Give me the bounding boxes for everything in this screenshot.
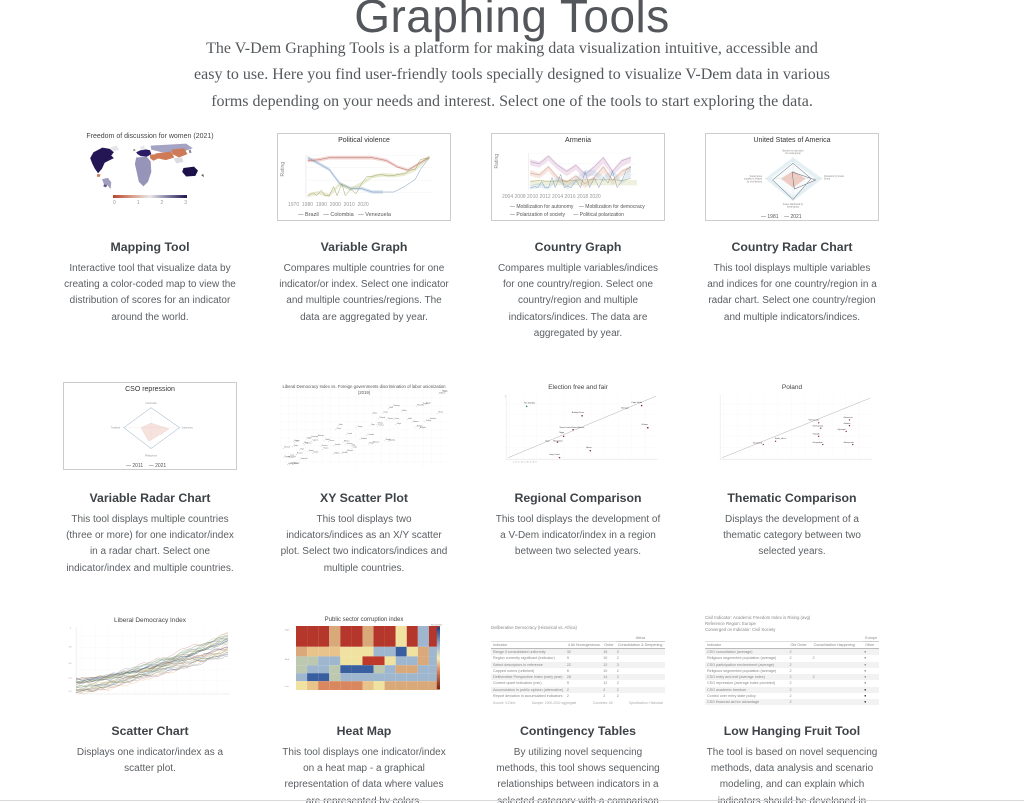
svg-text:Belize: Belize — [294, 463, 299, 465]
svg-text:Zambia: Zambia — [361, 438, 367, 440]
svg-text:The Gambia: The Gambia — [524, 402, 536, 404]
svg-text:Togo: Togo — [371, 424, 375, 426]
svg-text:0.2: 0.2 — [69, 691, 73, 693]
svg-text:Samoa2: Samoa2 — [301, 458, 308, 460]
svg-text:N Countries: N Countries — [431, 624, 442, 627]
svg-text:Power distributed by: Power distributed by — [783, 203, 804, 206]
svg-text:•Dardos: •Dardos — [843, 423, 850, 425]
svg-text:Guinea: Guinea — [347, 443, 353, 445]
svg-text:Oman: Oman — [394, 418, 399, 420]
svg-text:Nauru: Nauru — [324, 448, 329, 450]
svg-text:Libya: Libya — [397, 423, 401, 425]
svg-text:Cyprus: Cyprus — [313, 439, 319, 441]
svg-text:Bahrain: Bahrain — [318, 435, 324, 437]
svg-text:Thailand: Thailand — [111, 427, 121, 430]
svg-text:.1 .15 .2 .25 .3 .35: .1 .15 .2 .25 .3 .35 .4 .45 .5 — [512, 462, 537, 464]
svg-text:0.4: 0.4 — [69, 677, 73, 679]
svg-text:Uganda: Uganda — [389, 440, 395, 442]
svg-text:Monaco: Monaco — [373, 441, 379, 443]
svg-text:Norway: Norway — [394, 405, 400, 407]
svg-text:Poland: Poland — [379, 417, 385, 419]
svg-text:Kosovo: Kosovo — [439, 392, 445, 394]
svg-text:0.8: 0.8 — [69, 647, 73, 649]
svg-text:Mexico: Mexico — [344, 440, 350, 442]
svg-text:Guyana: Guyana — [305, 443, 311, 445]
svg-text:Brunei: Brunei — [297, 453, 303, 455]
svg-text:Gabon: Gabon — [334, 453, 339, 455]
svg-text:India: India — [408, 418, 412, 420]
svg-text:Serbia: Serbia — [342, 452, 347, 454]
svg-text:•Democracy: •Democracy — [813, 425, 824, 427]
svg-text:for social group: for social group — [785, 152, 801, 155]
svg-text:Benin: Benin — [586, 447, 591, 449]
svg-text:Ostracism by Social: Ostracism by Social — [824, 175, 844, 178]
svg-text:Japan: Japan — [309, 450, 314, 452]
svg-text:Group: Group — [824, 178, 831, 181]
svg-text:Med: Med — [285, 659, 290, 661]
svg-text:Swaziland: Swaziland — [753, 442, 762, 444]
svg-text:social group: social group — [787, 206, 800, 209]
svg-text:Brazil: Brazil — [438, 412, 443, 414]
svg-text:Cuba2: Cuba2 — [325, 439, 330, 441]
svg-text:Cambodia: Cambodia — [145, 402, 157, 405]
svg-text:Niger: Niger — [560, 432, 565, 434]
svg-text:Chad: Chad — [337, 428, 341, 430]
svg-text:1: 1 — [70, 628, 72, 630]
svg-text:equality in respect: equality in respect — [744, 178, 763, 181]
svg-text:Barriers to voter joint: Barriers to voter joint — [783, 149, 804, 152]
svg-text:Fiji2: Fiji2 — [300, 448, 303, 450]
svg-text:Rwanda: Rwanda — [417, 405, 424, 407]
svg-text:Iraq2: Iraq2 — [384, 412, 388, 414]
svg-text:Low: Low — [285, 686, 289, 688]
svg-text:Senegal: Senegal — [621, 407, 629, 409]
svg-text:Ghana: Ghana — [642, 424, 649, 426]
svg-text:Samoa: Samoa — [413, 421, 419, 423]
svg-text:Laos2: Laos2 — [288, 463, 293, 465]
svg-text:Syria: Syria — [373, 412, 377, 414]
svg-text:0.6: 0.6 — [69, 663, 73, 665]
svg-text:Turkey: Turkey — [426, 420, 432, 422]
svg-text:Cuba: Cuba — [353, 446, 357, 448]
svg-text:Yemen: Yemen — [388, 418, 394, 420]
svg-text:Philippines: Philippines — [145, 455, 158, 458]
svg-text:Russia: Russia — [285, 456, 291, 458]
svg-text:Social group: Social group — [750, 175, 763, 178]
svg-text:Indonesia: Indonesia — [182, 427, 193, 430]
svg-text:High: High — [285, 629, 290, 631]
svg-text:Tunisia: Tunisia — [378, 425, 384, 427]
svg-text:Canada: Canada — [368, 434, 374, 436]
svg-text:Sudan: Sudan — [313, 452, 318, 454]
svg-text:Tonga: Tonga — [357, 426, 362, 428]
svg-text:Greece: Greece — [322, 445, 328, 447]
svg-text:Jordan: Jordan — [335, 444, 341, 446]
svg-text:Israel: Israel — [348, 433, 353, 435]
svg-text:Nauru2: Nauru2 — [284, 447, 290, 449]
svg-text:Sierra Leone/Guinea-Bissau: Sierra Leone/Guinea-Bissau — [560, 427, 585, 429]
svg-text:for civil liberties: for civil liberties — [747, 180, 763, 183]
